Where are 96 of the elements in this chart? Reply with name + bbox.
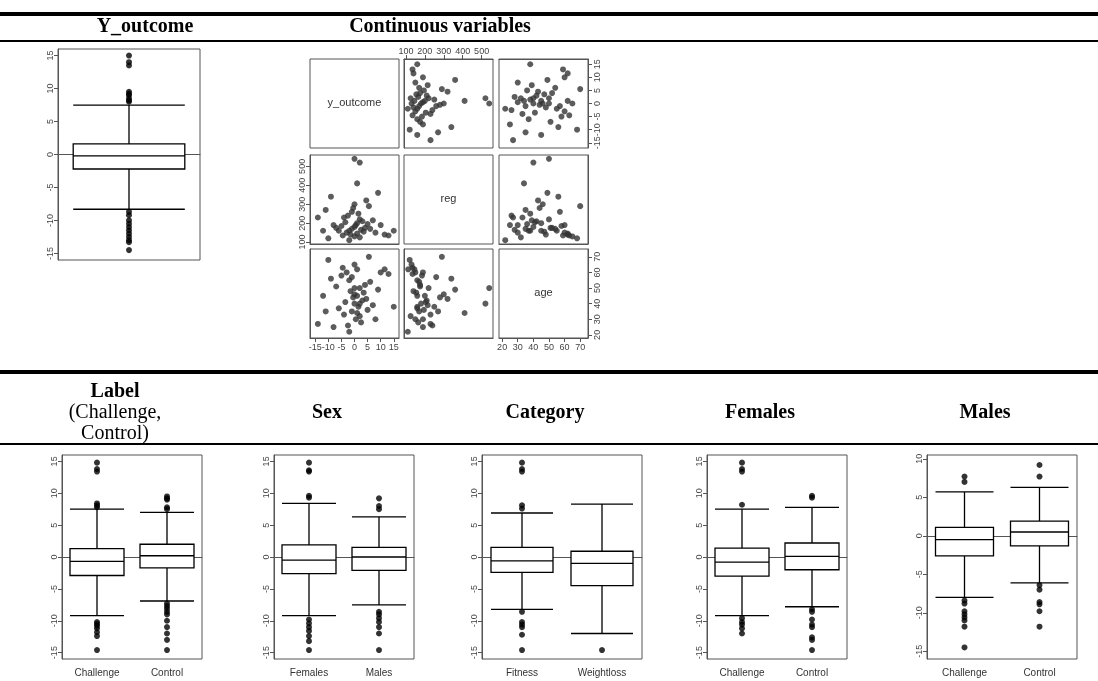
y-tick-label: -5 [913,570,924,579]
y-tick-label: -10 [468,614,479,628]
y-tick-label: 70 [591,251,602,262]
y-tick-label: 15 [260,456,271,467]
chart-title: Sex [312,399,342,422]
x-tick-label: 300 [436,45,452,56]
y-tick-label: 5 [468,522,479,528]
y-tick-label: -10 [913,606,924,620]
y-tick-label: 20 [591,329,602,340]
y-tick-label: 0 [48,554,59,560]
y-tick-label: 500 [296,158,307,174]
x-tick-label: 60 [559,341,570,352]
y-tick-label: 300 [296,196,307,212]
y-tick-label: 10 [468,488,479,499]
y-tick-label: 10 [693,488,704,499]
y-tick-label: 10 [44,83,55,94]
x-tick-label: 0 [351,341,358,352]
y-tick-label: 40 [591,298,602,309]
x-tick-label: -5 [337,341,346,352]
x-tick-label: Females [289,666,329,678]
chart-title: Males [959,399,1011,422]
x-tick-label: 100 [398,45,414,56]
x-tick-label: Challenge [719,666,765,678]
y-tick-label: -15 [693,646,704,660]
chart-title: Y_outcome [96,13,194,36]
y-tick-label: 10 [591,72,602,83]
x-tick-label: Control [1023,666,1056,678]
y-tick-label: 0 [913,533,924,539]
y-tick-label: 60 [591,267,602,278]
y-tick-label: 10 [260,488,271,499]
text: y_outcome [327,96,382,108]
y-tick-label: -5 [48,584,59,593]
y-tick-label: -15 [44,246,55,260]
y-tick-label: 0 [260,554,271,560]
y-tick-label: 5 [693,522,704,528]
y-tick-label: 400 [296,177,307,193]
x-tick-label: -15 [308,341,322,352]
y-tick-label: -10 [260,614,271,628]
x-tick-label: Control [795,666,829,678]
y-tick-label: -5 [44,183,55,192]
y-tick-label: 5 [260,522,271,528]
x-tick-label: 70 [575,341,586,352]
y-tick-label: 50 [591,283,602,294]
y-tick-label: -15 [591,136,602,150]
y-tick-label: 10 [48,488,59,499]
x-tick-label: Males [365,666,393,678]
y-tick-label: -5 [260,584,271,593]
y-tick-label: 5 [591,87,602,93]
y-tick-label: -10 [591,123,602,137]
y-tick-label: 0 [693,554,704,560]
y-tick-label: -15 [468,646,479,660]
chart-subtitle: (Challenge, Control) [67,399,163,443]
y-tick-label: -5 [468,584,479,593]
y-tick-label: 5 [48,522,59,528]
y-tick-label: -5 [591,112,602,121]
x-tick-label: 15 [388,341,399,352]
y-tick-label: 100 [296,234,307,250]
text: Continuous variables [349,13,531,36]
y-tick-label: -10 [693,614,704,628]
x-tick-label: 5 [365,341,371,352]
y-tick-label: -5 [693,584,704,593]
x-tick-label: 10 [375,341,386,352]
annotation: age [534,286,553,298]
chart-title: Label [90,378,140,401]
y-tick-label: 15 [591,59,602,70]
y-tick-label: 15 [468,456,479,467]
y-tick-label: 5 [44,119,55,125]
y-tick-label: 0 [44,151,55,158]
x-tick-label: 400 [455,45,471,56]
y-tick-label: -10 [48,614,59,628]
y-tick-label: -15 [260,646,271,660]
y-tick-label: 10 [913,453,924,464]
x-tick-label: 200 [417,45,433,56]
y-tick-label: -15 [48,646,59,660]
x-tick-label: 30 [512,341,523,352]
y-tick-label: 5 [913,494,924,500]
y-tick-label: 0 [591,100,602,107]
chart-title: Category [505,399,585,422]
y-tick-label: -10 [44,213,55,227]
y-tick-label: 0 [468,554,479,560]
y-tick-label: -15 [913,644,924,658]
y-tick-label: 15 [693,456,704,467]
x-tick-label: 50 [543,341,554,352]
x-tick-label: Challenge [74,666,120,678]
y-tick-label: 15 [48,456,59,467]
x-tick-label: Weightloss [577,666,627,678]
x-tick-label: Control [150,666,184,678]
x-tick-label: Challenge [941,666,988,678]
x-tick-label: 40 [528,341,539,352]
y-tick-label: 30 [591,314,602,325]
x-tick-label: -10 [321,341,335,352]
chart-title: Females [725,399,795,422]
x-tick-label: Fitness [505,666,539,678]
y-tick-label: 200 [296,215,307,231]
x-tick-label: 20 [497,341,508,352]
text: reg [440,192,457,204]
